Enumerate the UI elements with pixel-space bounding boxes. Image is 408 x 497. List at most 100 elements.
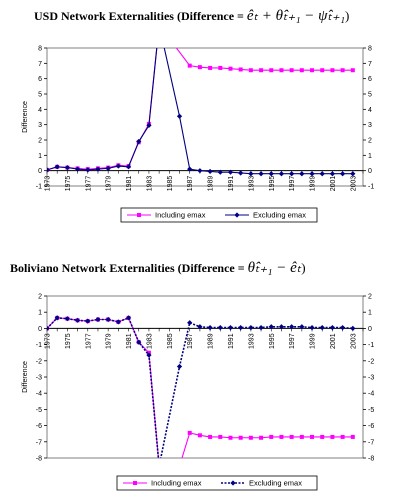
- data-point-diamond: [197, 324, 203, 330]
- data-point-diamond: [278, 171, 285, 177]
- data-point-square: [187, 63, 192, 68]
- y-tick-label: 4: [38, 107, 42, 114]
- y-tick-label-right: 7: [368, 61, 372, 68]
- plot-area: [46, 295, 364, 459]
- x-tick-label: 1997: [289, 333, 296, 349]
- series-line-2: [47, 48, 353, 175]
- data-point-square: [279, 434, 284, 439]
- x-tick-label: 1975: [65, 333, 72, 349]
- data-point-square: [116, 319, 121, 324]
- data-point-diamond: [248, 324, 254, 331]
- data-point-diamond: [176, 363, 183, 370]
- data-point-diamond: [350, 171, 356, 177]
- data-point-square: [238, 67, 243, 72]
- data-point-diamond: [115, 319, 121, 325]
- data-point-diamond: [319, 324, 325, 331]
- data-point-diamond: [238, 324, 244, 331]
- data-point-square: [228, 66, 233, 71]
- y-tick-label-right: -2: [368, 358, 374, 365]
- y-axis-label: Difference: [22, 361, 29, 393]
- data-point-diamond: [299, 324, 305, 330]
- data-point-square: [106, 317, 111, 322]
- x-tick-label: 1999: [310, 176, 317, 192]
- data-point-diamond: [54, 164, 60, 170]
- y-tick-label: 5: [38, 92, 42, 99]
- series-line-2: [47, 316, 353, 458]
- data-point-square: [197, 65, 202, 70]
- data-point-diamond: [217, 169, 223, 175]
- y-tick-label-right: -7: [368, 439, 374, 446]
- data-point-diamond: [268, 171, 274, 177]
- legend-marker-square: [137, 213, 141, 217]
- y-tick-label-right: 4: [368, 107, 372, 114]
- x-tick-label: 1977: [85, 333, 92, 349]
- data-point-square: [269, 68, 274, 73]
- chart1-title: USD Network Externalities (Difference = …: [34, 6, 408, 25]
- data-point-square: [95, 317, 100, 322]
- x-tick-label: 1999: [310, 333, 317, 349]
- y-tick-label: 0: [38, 326, 42, 333]
- data-point-diamond: [85, 318, 91, 324]
- data-point-square: [238, 435, 243, 440]
- data-point-diamond: [125, 315, 132, 321]
- data-point-square: [310, 434, 315, 439]
- data-point-diamond: [136, 339, 142, 345]
- data-point-square: [299, 68, 304, 73]
- data-point-square: [248, 435, 253, 440]
- data-point-square: [269, 434, 274, 439]
- data-point-diamond: [176, 113, 183, 119]
- x-tick-label: 1985: [167, 333, 174, 349]
- data-point-square: [340, 68, 345, 73]
- data-point-diamond: [85, 167, 91, 173]
- x-tick-label: 1981: [126, 176, 133, 192]
- data-point-diamond: [289, 171, 295, 177]
- data-point-diamond: [74, 317, 81, 323]
- y-tick-label-right: 0: [368, 326, 372, 333]
- x-tick-label: 1987: [187, 176, 194, 192]
- x-tick-label: 2001: [330, 176, 337, 192]
- y-tick-label-right: 8: [368, 46, 372, 53]
- y-tick-label-right: -5: [368, 407, 374, 414]
- chart1-title-prefix: USD Network Externalities (Difference =: [34, 9, 247, 23]
- x-tick-label: 2001: [330, 333, 337, 349]
- x-tick-label: 1991: [228, 333, 235, 349]
- y-tick-label: 0: [38, 168, 42, 175]
- x-tick-label: 1977: [85, 176, 92, 192]
- data-point-square: [248, 68, 253, 73]
- y-tick-label-right: 1: [368, 153, 372, 160]
- y-tick-label-right: -4: [368, 391, 374, 398]
- data-point-square: [218, 65, 223, 70]
- data-point-diamond: [105, 316, 111, 323]
- data-point-diamond: [238, 170, 244, 176]
- x-tick-label: 1983: [146, 333, 153, 349]
- data-point-square: [289, 68, 294, 73]
- data-point-diamond: [248, 171, 254, 177]
- data-point-diamond: [329, 324, 336, 331]
- y-tick-label: 1: [38, 310, 42, 317]
- y-tick-label: 2: [38, 294, 42, 301]
- y-tick-label-right: 0: [368, 168, 372, 175]
- y-tick-label-right: 2: [368, 138, 372, 145]
- x-tick-label: 1997: [289, 176, 296, 192]
- data-point-diamond: [105, 165, 111, 171]
- data-point-diamond: [340, 171, 346, 177]
- data-point-diamond: [289, 324, 295, 330]
- data-point-square: [136, 340, 141, 345]
- data-point-diamond: [309, 171, 315, 177]
- x-tick-label: 1993: [248, 333, 255, 349]
- y-tick-label: -3: [36, 375, 42, 382]
- x-tick-label: 1993: [248, 176, 255, 192]
- y-tick-label-right: 5: [368, 92, 372, 99]
- y-tick-label: -1: [36, 342, 42, 349]
- y-tick-label-right: -1: [368, 342, 374, 349]
- y-tick-label: -7: [36, 439, 42, 446]
- data-point-diamond: [340, 324, 346, 331]
- data-point-diamond: [146, 122, 152, 129]
- x-tick-label: 1985: [167, 176, 174, 192]
- y-axis-label: Difference: [22, 101, 29, 133]
- data-point-diamond: [227, 169, 234, 175]
- data-point-diamond: [47, 325, 50, 331]
- data-point-square: [228, 435, 233, 440]
- data-point-square: [187, 430, 192, 435]
- data-point-diamond: [64, 316, 70, 322]
